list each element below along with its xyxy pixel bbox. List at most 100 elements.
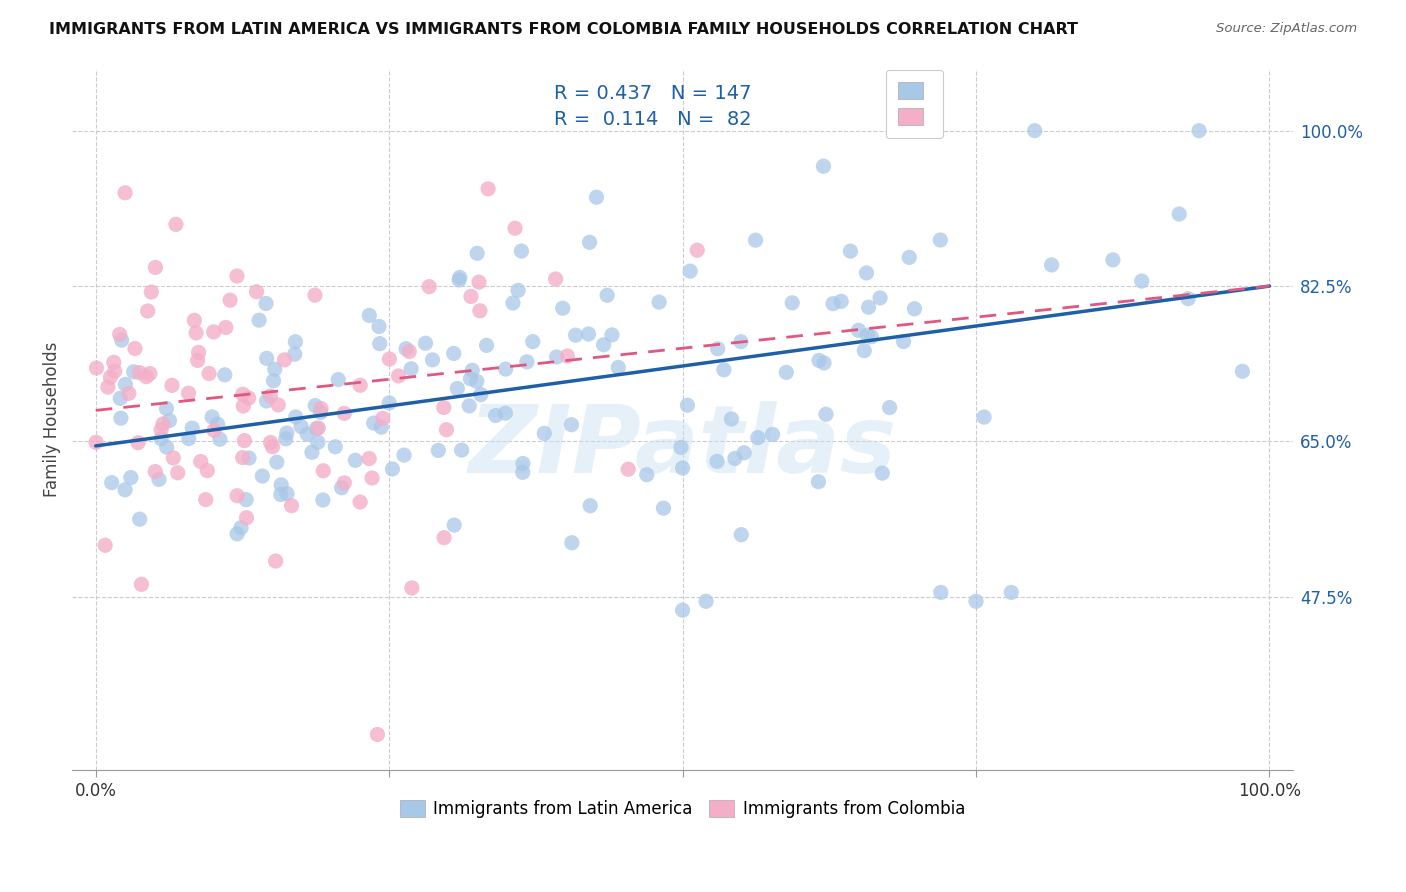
Point [544, 272, 567, 286]
Point [309, 401, 332, 416]
Point [1177, 292, 1199, 306]
Point [551, 301, 574, 316]
Point [245, 285, 267, 299]
Point [564, 328, 586, 343]
Point [100, 475, 122, 490]
Point [202, 325, 225, 339]
Point [256, 351, 278, 366]
Point [259, 435, 281, 450]
Point [344, 453, 367, 467]
Point [733, 446, 755, 460]
Point [276, 486, 298, 500]
Point [860, 330, 883, 344]
Point [263, 374, 285, 388]
Point [484, 409, 506, 423]
Point [780, 295, 803, 310]
Point [226, 526, 249, 541]
Text: ZIPatlas: ZIPatlas [468, 401, 897, 493]
Point [830, 294, 852, 309]
Point [555, 349, 578, 363]
Point [446, 381, 468, 395]
Point [94, 538, 117, 552]
Point [143, 465, 166, 479]
Point [370, 420, 392, 434]
Point [184, 326, 207, 340]
Point [695, 594, 717, 608]
Text: R =  0.114   N =  82: R = 0.114 N = 82 [554, 111, 752, 129]
Point [166, 466, 188, 480]
Point [669, 441, 692, 455]
Point [187, 353, 209, 368]
Point [1000, 585, 1022, 599]
Point [839, 244, 862, 259]
Point [856, 328, 879, 343]
Point [226, 268, 249, 283]
Point [671, 461, 693, 475]
Point [422, 352, 444, 367]
Point [903, 301, 925, 316]
Point [165, 218, 187, 232]
Point [207, 417, 229, 431]
Point [359, 451, 381, 466]
Point [679, 264, 702, 278]
Point [585, 190, 607, 204]
Point [307, 421, 329, 435]
Point [596, 288, 619, 302]
Point [108, 327, 131, 342]
Point [114, 186, 136, 200]
Point [215, 320, 238, 334]
Point [219, 293, 242, 307]
Point [502, 296, 524, 310]
Point [155, 401, 177, 416]
Point [103, 355, 125, 369]
Point [136, 304, 159, 318]
Point [86, 361, 108, 376]
Point [284, 334, 307, 349]
Point [214, 368, 236, 382]
Point [124, 342, 146, 356]
Point [1168, 207, 1191, 221]
Point [869, 291, 891, 305]
Point [148, 472, 170, 486]
Point [195, 464, 218, 478]
Point [1232, 364, 1254, 378]
Point [465, 246, 488, 260]
Point [128, 366, 150, 380]
Point [131, 577, 153, 591]
Point [821, 296, 844, 310]
Point [730, 334, 752, 349]
Point [579, 499, 602, 513]
Point [617, 462, 640, 476]
Point [468, 303, 491, 318]
Point [232, 387, 254, 401]
Point [252, 469, 274, 483]
Point [267, 398, 290, 412]
Point [1102, 252, 1125, 267]
Point [333, 475, 356, 490]
Point [724, 451, 747, 466]
Point [872, 466, 894, 480]
Point [706, 342, 728, 356]
Point [813, 356, 835, 370]
Point [713, 363, 735, 377]
Point [443, 518, 465, 533]
Point [973, 410, 995, 425]
Point [761, 427, 783, 442]
Point [494, 406, 516, 420]
Point [152, 417, 174, 431]
Point [449, 273, 471, 287]
Point [114, 483, 136, 497]
Point [433, 401, 456, 415]
Point [449, 270, 471, 285]
Point [392, 448, 415, 462]
Point [120, 470, 142, 484]
Point [470, 387, 492, 401]
Point [273, 352, 295, 367]
Point [333, 406, 356, 420]
Point [104, 364, 127, 378]
Point [512, 457, 534, 471]
Point [363, 416, 385, 430]
Point [744, 233, 766, 247]
Point [276, 426, 298, 441]
Point [238, 450, 260, 465]
